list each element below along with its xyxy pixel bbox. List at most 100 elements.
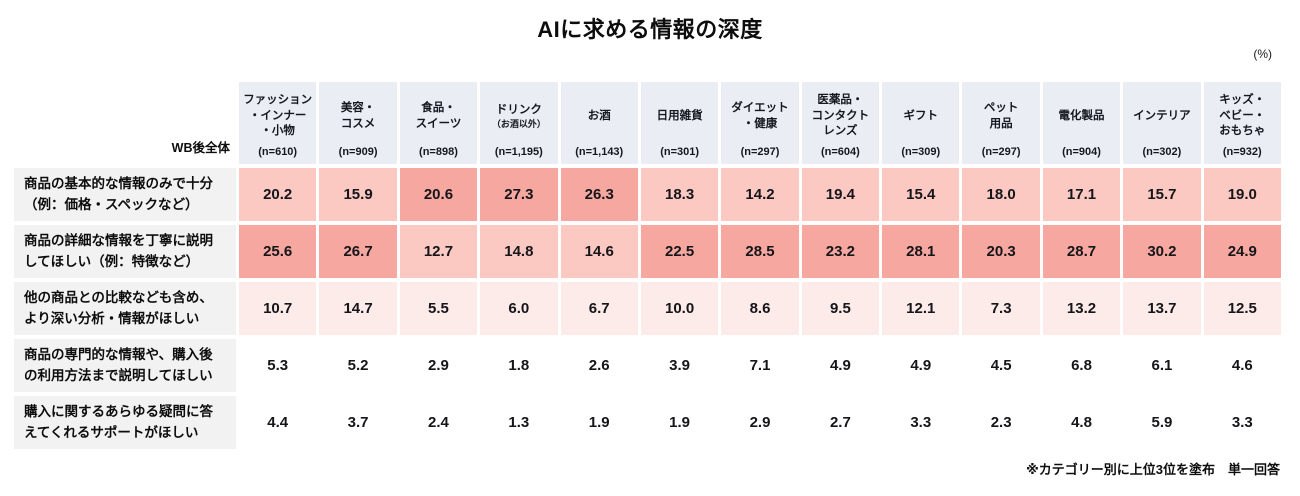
value-cell: 4.4 xyxy=(239,396,317,449)
value-cell: 1.3 xyxy=(480,396,558,449)
value-cell: 5.9 xyxy=(1123,396,1201,449)
page-root: { "page": { "title": "AIに求める情報の深度", "uni… xyxy=(0,12,1300,496)
value-cell: 4.5 xyxy=(962,339,1040,392)
value-cell: 6.0 xyxy=(480,282,558,335)
value-cell: 18.0 xyxy=(962,168,1040,221)
value-cell: 5.5 xyxy=(399,282,478,335)
value-cell: 13.7 xyxy=(1123,282,1201,335)
value-cell: 10.0 xyxy=(640,282,719,335)
value-cell: 2.6 xyxy=(560,339,638,392)
column-label-text: 日用雑貨 xyxy=(656,109,703,122)
value-cell: 14.6 xyxy=(560,225,638,278)
value-cell: 15.4 xyxy=(882,168,960,221)
chart-title: AIに求める情報の深度 xyxy=(537,17,763,42)
column-label-text: お酒 xyxy=(587,109,611,122)
column-header-5: 日用雑貨 (n=301) xyxy=(640,82,719,164)
column-n-label: (n=904) xyxy=(1062,146,1101,158)
value-cell: 27.3 xyxy=(480,168,558,221)
column-header-3: ドリンク （お酒以外） (n=1,195) xyxy=(480,82,558,164)
row-label: 商品の基本的な情報のみで十分 （例：価格・スペックなど） xyxy=(14,168,236,221)
heatmap-grid: WB後全体 ファッション ・インナー ・小物 (n=610) 美容・ コスメ (n=9… xyxy=(14,82,1281,449)
value-cell: 1.9 xyxy=(640,396,719,449)
column-header-0: ファッション ・インナー ・小物 (n=610) xyxy=(239,82,317,164)
column-n-label: (n=309) xyxy=(901,146,941,158)
value-cell: 12.5 xyxy=(1203,282,1281,335)
value-cell: 2.3 xyxy=(962,396,1040,449)
value-cell: 6.7 xyxy=(560,282,638,335)
row-label: 商品の専門的な情報や、購入後 の利用方法まで説明してほしい xyxy=(14,339,236,392)
value-cell: 2.9 xyxy=(721,396,799,449)
column-n-label: (n=898) xyxy=(419,146,458,158)
column-label: 美容・ コスメ xyxy=(341,87,376,146)
column-label: 日用雑貨 xyxy=(657,87,703,146)
value-cell: 6.8 xyxy=(1042,339,1121,392)
value-cell: 2.4 xyxy=(399,396,478,449)
column-header-12: キッズ・ ベビー・ おもちゃ (n=932) xyxy=(1203,82,1281,164)
value-cell: 4.6 xyxy=(1203,339,1281,392)
column-label-text: 美容・ コスメ xyxy=(340,101,376,130)
column-header-11: インテリア (n=302) xyxy=(1123,82,1201,164)
column-label: ファッション ・インナー ・小物 xyxy=(243,87,312,146)
column-header-4: お酒 (n=1,143) xyxy=(560,82,638,164)
value-cell: 10.7 xyxy=(239,282,317,335)
value-cell: 7.3 xyxy=(962,282,1040,335)
value-cell: 3.3 xyxy=(882,396,960,449)
column-label: 電化製品 xyxy=(1059,87,1105,146)
value-cell: 19.4 xyxy=(801,168,880,221)
column-header-10: 電化製品 (n=904) xyxy=(1042,82,1121,164)
value-cell: 1.8 xyxy=(480,339,558,392)
value-cell: 5.3 xyxy=(239,339,317,392)
value-cell: 4.8 xyxy=(1042,396,1121,449)
column-label: キッズ・ ベビー・ おもちゃ xyxy=(1219,87,1265,146)
value-cell: 25.6 xyxy=(239,225,317,278)
value-cell: 23.2 xyxy=(801,225,880,278)
column-label-text: ダイエット ・健康 xyxy=(731,101,789,130)
column-n-label: (n=297) xyxy=(981,146,1021,158)
value-cell: 5.2 xyxy=(319,339,397,392)
value-cell: 30.2 xyxy=(1123,225,1201,278)
value-cell: 17.1 xyxy=(1042,168,1121,221)
value-cell: 18.3 xyxy=(640,168,719,221)
column-label-text: キッズ・ ベビー・ おもちゃ xyxy=(1219,94,1266,138)
value-cell: 2.9 xyxy=(399,339,478,392)
column-n-label: (n=909) xyxy=(338,146,378,158)
value-cell: 22.5 xyxy=(640,225,719,278)
column-header-2: 食品・ スイーツ (n=898) xyxy=(399,82,478,164)
value-cell: 15.9 xyxy=(319,168,397,221)
column-label: ダイエット ・健康 xyxy=(731,87,788,146)
column-n-label: (n=1,143) xyxy=(575,146,624,158)
column-n-label: (n=1,195) xyxy=(494,146,543,158)
column-sublabel-text: （お酒以外） xyxy=(491,118,546,129)
value-cell: 14.2 xyxy=(721,168,799,221)
value-cell: 6.1 xyxy=(1123,339,1201,392)
value-cell: 26.7 xyxy=(319,225,397,278)
column-header-9: ペット 用品 (n=297) xyxy=(962,82,1040,164)
value-cell: 2.7 xyxy=(801,396,880,449)
column-header-1: 美容・ コスメ (n=909) xyxy=(319,82,397,164)
column-header-8: ギフト (n=309) xyxy=(882,82,960,164)
column-header-7: 医薬品・ コンタクト レンズ (n=604) xyxy=(801,82,880,164)
value-cell: 28.5 xyxy=(721,225,799,278)
column-n-label: (n=302) xyxy=(1142,146,1182,158)
value-cell: 24.9 xyxy=(1203,225,1281,278)
value-cell: 7.1 xyxy=(721,339,799,392)
column-label: 食品・ スイーツ xyxy=(416,87,462,146)
value-cell: 20.3 xyxy=(962,225,1040,278)
column-label-text: ドリンク xyxy=(495,104,542,117)
corner-label: WB後全体 xyxy=(171,141,230,155)
row-label: 商品の詳細な情報を丁寧に説明 してほしい（例：特徴など） xyxy=(14,225,236,278)
column-label-text: ペット 用品 xyxy=(983,101,1019,130)
value-cell: 19.0 xyxy=(1203,168,1281,221)
column-label: ペット 用品 xyxy=(984,87,1019,146)
column-label: ドリンク （お酒以外） xyxy=(492,87,546,146)
column-n-label: (n=604) xyxy=(820,146,860,158)
value-cell: 3.9 xyxy=(640,339,719,392)
column-header-6: ダイエット ・健康 (n=297) xyxy=(721,82,799,164)
value-cell: 20.2 xyxy=(239,168,317,221)
footnote: ※カテゴリー別に上位3位を塗布 単一回答 xyxy=(1026,462,1280,477)
column-label-text: 電化製品 xyxy=(1058,109,1105,122)
value-cell: 13.2 xyxy=(1042,282,1121,335)
value-cell: 3.3 xyxy=(1203,396,1281,449)
column-label-text: ファッション ・インナー ・小物 xyxy=(243,94,313,138)
value-cell: 14.8 xyxy=(480,225,558,278)
